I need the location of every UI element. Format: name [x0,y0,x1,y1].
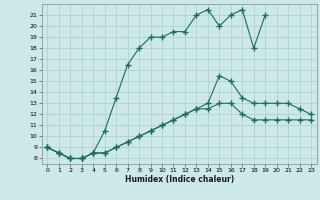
X-axis label: Humidex (Indice chaleur): Humidex (Indice chaleur) [124,175,234,184]
